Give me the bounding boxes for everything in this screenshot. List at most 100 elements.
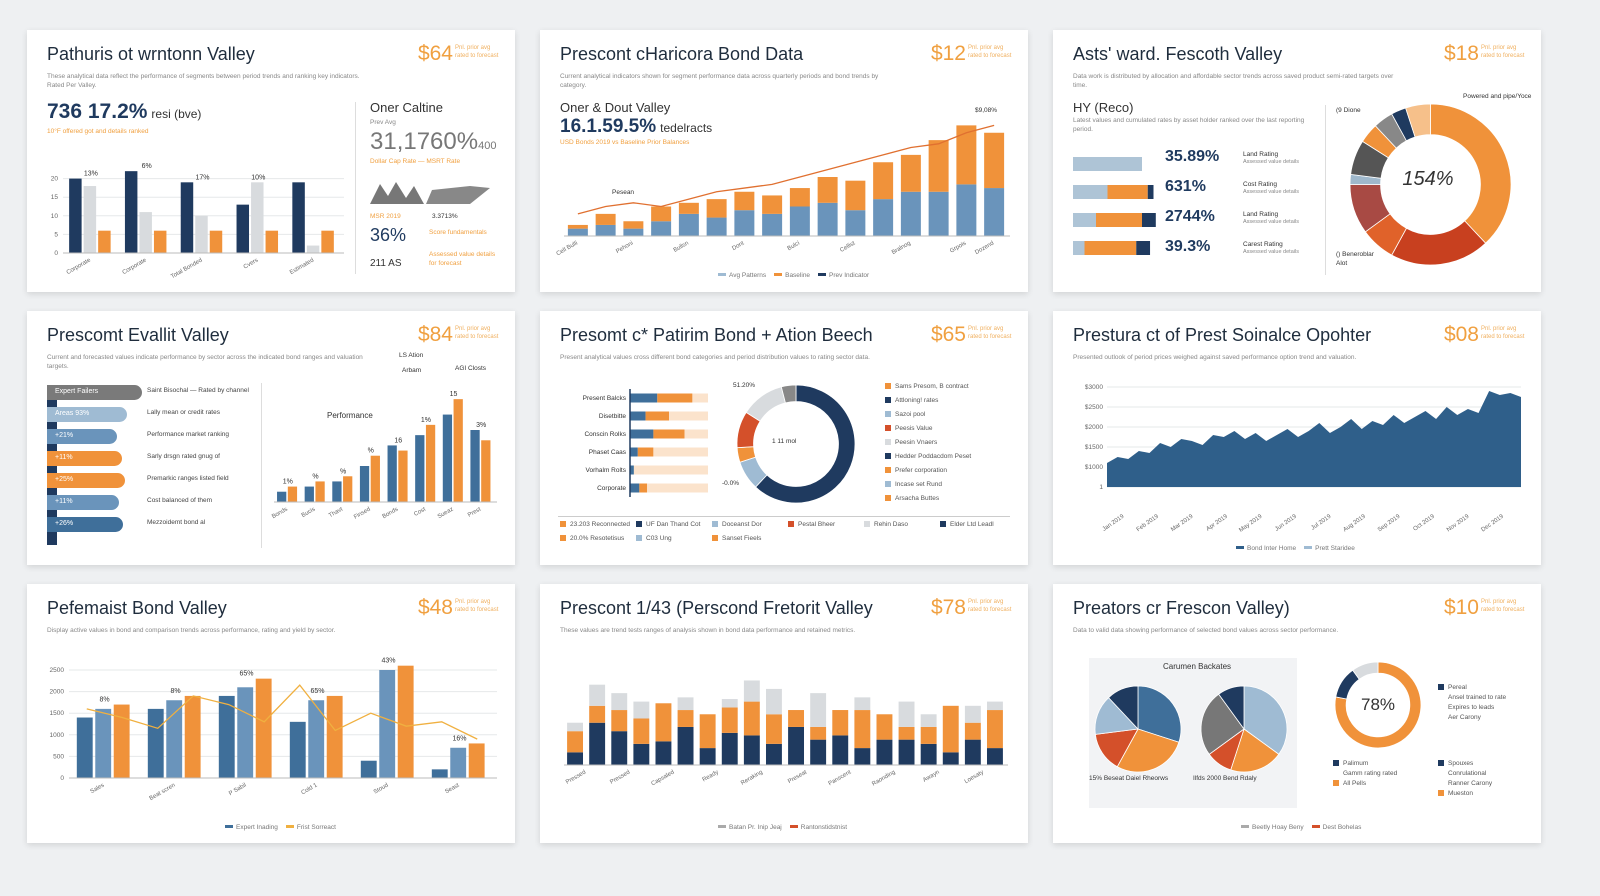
divider (558, 516, 1010, 517)
grouped-bar-chart: 0 5 10 15 20 13% 6% 17% 10% Corporate Corporate Tot… (51, 163, 344, 280)
bar (379, 670, 396, 778)
bar (567, 224, 588, 229)
legend-item: Expires to leads (1438, 704, 1494, 711)
y-tick-label: 500 (53, 753, 64, 760)
card-description: Display active values in bond and compar… (47, 627, 336, 634)
bar (567, 731, 584, 753)
chart-label: LS Ation (399, 352, 424, 359)
x-tick-label: Corporate (122, 257, 149, 276)
bar (734, 210, 755, 236)
legend-item: Peesin Vnaers (885, 439, 937, 446)
row-note: Assessed value details (1243, 249, 1299, 255)
row-value: 35.89% (1165, 148, 1220, 165)
legend-item: Spouxes (1438, 760, 1473, 767)
bar-segment (1096, 213, 1142, 227)
bar (900, 154, 921, 192)
row-label: Present Balcks (583, 395, 627, 402)
funnel-tag: Expert Failers (47, 385, 142, 400)
card-8: Prescont 1/43 (Perscond Fretorit Valley … (540, 584, 1028, 843)
bar (854, 710, 871, 749)
legend-item: Arsacha Buttes (885, 495, 939, 502)
card-title: Presomt c* Patirim Bond + Ation Beech (560, 325, 873, 345)
data-label: 3% (476, 422, 486, 429)
slice (1430, 103, 1512, 244)
bar (832, 735, 849, 765)
bar (567, 752, 584, 765)
bar (595, 213, 616, 225)
bar-segment (684, 429, 708, 439)
x-tick-label: Feb 2019 (1136, 513, 1161, 533)
bar (743, 701, 760, 736)
slice (1137, 685, 1182, 743)
marker-label: Pesean (612, 189, 635, 196)
card-description: Current and forecasted values indicate p… (47, 354, 363, 370)
card-value-note: Pnl. prior avg rated to forecast (1481, 599, 1525, 613)
bar (218, 695, 235, 778)
bar (589, 722, 606, 765)
x-tick-label: Total Bonded (170, 258, 203, 281)
bar (721, 707, 738, 733)
card-value-note: Pnl. prior avg rated to forecast (455, 599, 499, 613)
foot-label: 15% Beseat Daiel Rheorws (1089, 775, 1169, 782)
card-description: Data work is distributed by allocation a… (1073, 73, 1394, 89)
bar (743, 735, 760, 765)
bar-segment (647, 483, 708, 493)
card-description: These analytical data reflect the perfor… (47, 73, 360, 89)
card-title: Asts' ward. Fescoth Valley (1073, 44, 1283, 64)
bar (900, 191, 921, 236)
legend-item: Elder Ltd Leadl (940, 521, 994, 528)
legend-item: Sanset Fieels (712, 535, 761, 542)
donut-label: Alot (1336, 260, 1348, 267)
row-label: Conscin Rolks (584, 431, 626, 438)
kpi-value: 16.1.59.5% tedelracts (560, 116, 713, 137)
slice (1230, 728, 1280, 773)
bar (942, 752, 959, 765)
bar (147, 708, 164, 778)
legend: Expert Inading Frist Sorreact (217, 824, 336, 831)
slice (1218, 685, 1245, 731)
side-label: MSR 2019 (370, 213, 401, 220)
pie-chart (1094, 685, 1182, 773)
bar-segment (1073, 157, 1142, 171)
bar (928, 191, 949, 236)
divider (355, 102, 356, 274)
x-tick-label: Capsaled (651, 770, 676, 788)
x-tick-label: Bulci (787, 241, 801, 253)
bar-segment (630, 393, 658, 403)
bar (964, 722, 981, 740)
card-title: Prescont cHaricora Bond Data (560, 44, 804, 64)
x-tick-label: Bullsn (673, 241, 690, 254)
bar (678, 213, 699, 236)
x-tick-label: Cell Bulli (556, 241, 579, 258)
funnel-tag: +25% (47, 473, 125, 488)
funnel-note: Saint Bisochal — Rated by channel (147, 387, 249, 394)
area-chart: 1 $1000 $1500 $2000 $2500 $3000 Jan 2019 Feb 20… (1085, 384, 1521, 534)
bar (304, 486, 314, 502)
bar (964, 705, 981, 723)
x-tick-label: Dec 2019 (1480, 513, 1505, 533)
funnel-note: Sarly drsgn rated gnug of (147, 453, 220, 460)
x-tick-label: Dozend (974, 241, 995, 257)
legend-item: Pestal Bheer (788, 521, 835, 528)
bar (321, 230, 334, 253)
donut-label: -0.0% (722, 480, 739, 487)
legend-item: C03 Ung (636, 535, 672, 542)
bar (986, 701, 1003, 711)
card-1: Pathuris ot wrntonn Valley $64 Pnl. prio… (27, 30, 515, 292)
chart-label: AGI Closts (455, 365, 487, 372)
bar (139, 212, 152, 253)
data-label: % (340, 468, 346, 475)
bar (255, 678, 272, 778)
row-value: 631% (1165, 178, 1206, 195)
legend-item: Mueston (1438, 790, 1473, 797)
bar (332, 481, 342, 502)
bar (898, 701, 915, 727)
y-tick-label: $2000 (1085, 424, 1103, 431)
bar (95, 708, 112, 778)
area (1107, 391, 1521, 487)
bar (308, 700, 325, 778)
side-title: Oner Caltine (370, 100, 443, 115)
mountains-icon (370, 182, 490, 204)
bar (251, 182, 264, 253)
card-value: $18 (1443, 42, 1479, 65)
